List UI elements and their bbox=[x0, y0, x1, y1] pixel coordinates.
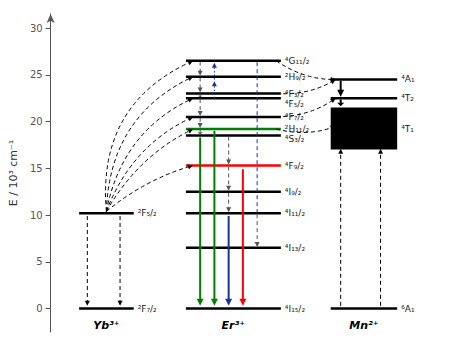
svg-text:⁴I₁₁/₂: ⁴I₁₁/₂ bbox=[285, 208, 306, 218]
svg-text:5: 5 bbox=[36, 256, 42, 267]
svg-text:30: 30 bbox=[30, 23, 43, 34]
svg-text:⁴I₁₃/₂: ⁴I₁₃/₂ bbox=[285, 243, 306, 253]
svg-text:²H₁₁/₂: ²H₁₁/₂ bbox=[284, 124, 310, 134]
svg-text:E / 10³ cm⁻¹: E / 10³ cm⁻¹ bbox=[7, 140, 20, 207]
svg-text:Yb³⁺: Yb³⁺ bbox=[93, 319, 120, 332]
svg-text:⁴I₉/₂: ⁴I₉/₂ bbox=[285, 187, 302, 197]
svg-text:⁴F₅/₂: ⁴F₅/₂ bbox=[285, 99, 304, 109]
svg-text:⁴F₉/₂: ⁴F₉/₂ bbox=[285, 161, 304, 171]
svg-text:²H₉/₂: ²H₉/₂ bbox=[285, 72, 306, 82]
svg-text:10: 10 bbox=[30, 210, 43, 221]
svg-text:Er³⁺: Er³⁺ bbox=[222, 319, 246, 332]
svg-text:⁴T₁: ⁴T₁ bbox=[401, 124, 414, 134]
svg-text:⁴F₃/₂: ⁴F₃/₂ bbox=[285, 89, 304, 99]
svg-text:⁴A₁: ⁴A₁ bbox=[401, 74, 415, 84]
svg-text:Mn²⁺: Mn²⁺ bbox=[349, 319, 379, 332]
svg-text:²F₅/₂: ²F₅/₂ bbox=[138, 208, 157, 218]
svg-text:25: 25 bbox=[30, 69, 43, 80]
svg-text:⁶A₁: ⁶A₁ bbox=[401, 304, 415, 314]
svg-text:⁴S₃/₂: ⁴S₃/₂ bbox=[285, 134, 305, 144]
svg-text:0: 0 bbox=[36, 303, 42, 314]
svg-text:²F₇/₂: ²F₇/₂ bbox=[138, 304, 157, 314]
svg-text:⁴T₂: ⁴T₂ bbox=[401, 93, 414, 103]
svg-text:⁴F₇/₂: ⁴F₇/₂ bbox=[285, 112, 304, 122]
svg-text:⁴I₁₅/₂: ⁴I₁₅/₂ bbox=[285, 304, 306, 314]
svg-text:20: 20 bbox=[30, 116, 43, 127]
svg-text:15: 15 bbox=[30, 163, 43, 174]
svg-text:⁴G₁₁/₂: ⁴G₁₁/₂ bbox=[285, 56, 310, 66]
